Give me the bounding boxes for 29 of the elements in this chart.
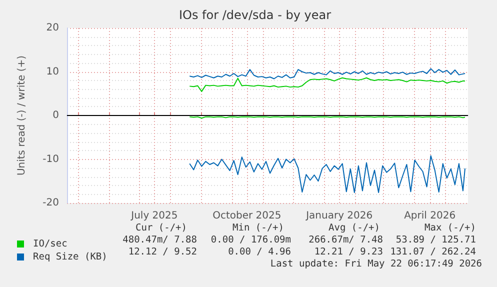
line-series — [189, 77, 466, 92]
y-tick-label: -20 — [42, 198, 59, 208]
x-tick-label: January 2026 — [305, 210, 373, 222]
text: 131.07 / 262.24 — [390, 246, 476, 258]
legend-label: Req Size (KB) — [33, 252, 108, 262]
text: Last update: Fri May 22 06:17:49 2026 — [270, 258, 482, 270]
y-tick-label: 20 — [46, 22, 59, 34]
chart-title: IOs for /dev/sda - by year — [178, 8, 332, 22]
text: 53.89 / 125.71 — [396, 234, 476, 246]
y-tick-label: -10 — [42, 154, 59, 165]
y-axis-title: Units read (-) / write (+) — [16, 55, 28, 176]
text: 12.12 / 9.52 — [128, 246, 197, 258]
text: Max (-/+) — [424, 222, 476, 234]
text: Avg (-/+) — [328, 222, 380, 234]
text: 12.21 / 9.23 — [314, 246, 383, 258]
x-tick-label: April 2026 — [404, 210, 456, 222]
legend-label: IO/sec — [33, 238, 68, 250]
x-tick-label: July 2025 — [130, 210, 178, 222]
text: 0.00 / 176.09m — [210, 234, 292, 246]
line-series — [189, 68, 466, 80]
text: 0.00 / 4.96 — [228, 246, 292, 258]
text: 266.67m/ 7.48 — [308, 234, 384, 246]
line-series — [189, 155, 466, 193]
y-tick-label: 0 — [52, 110, 59, 121]
text: 480.47m/ 7.88 — [122, 234, 198, 246]
text: Cur (-/+) — [136, 222, 187, 234]
y-tick-label: 10 — [46, 66, 59, 78]
text: Min (-/+) — [232, 222, 284, 234]
x-tick-label: October 2025 — [212, 210, 282, 222]
